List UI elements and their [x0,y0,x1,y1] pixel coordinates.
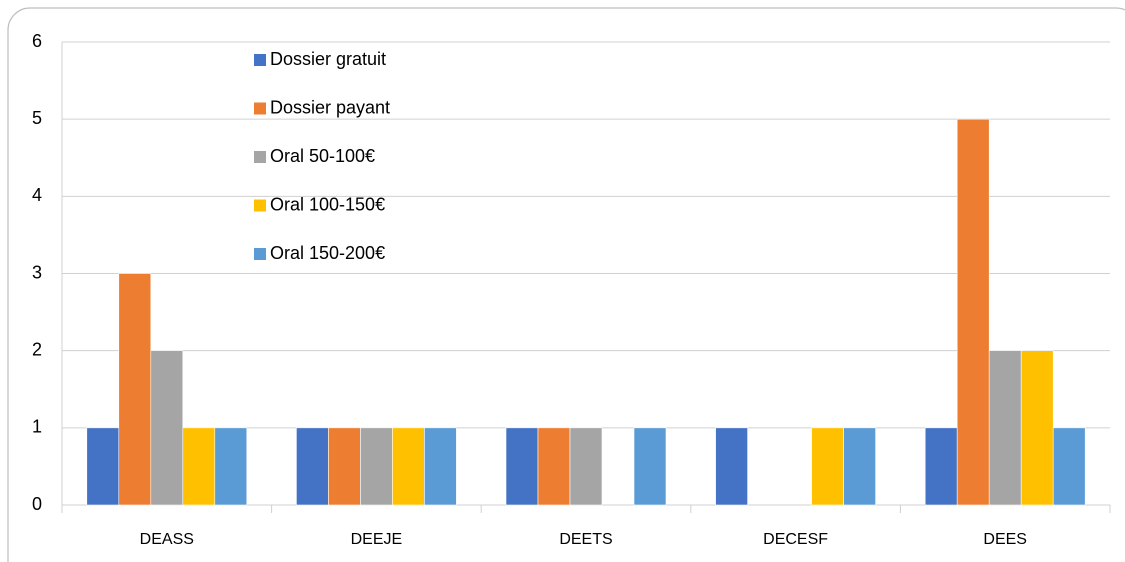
y-tick-label: 2 [32,339,42,359]
legend-swatch [254,248,266,260]
y-tick-label: 3 [32,262,42,282]
bar [1052,427,1086,506]
bar [150,350,184,506]
legend-swatch [254,102,266,115]
bar [988,350,1022,506]
bar [214,427,248,506]
bar [296,427,329,506]
bar [843,427,876,506]
legend-label: Oral 150-200€ [270,243,385,263]
bar [360,427,393,506]
chart-border [7,7,1125,562]
y-tick-label: 0 [32,494,42,514]
bar [1020,350,1054,506]
bar [715,427,748,506]
y-tick-label: 6 [32,31,42,51]
x-tick-label: DEETS [559,531,612,548]
y-tick-label: 1 [32,417,42,437]
bar [956,118,990,506]
legend-label: Oral 100-150€ [270,194,385,214]
bar [537,427,571,506]
x-tick-label: DEASS [140,531,194,548]
bar [811,427,844,506]
bar [86,427,120,506]
x-tick-label: DECESF [763,531,828,548]
legend-swatch [254,54,266,66]
bar [392,427,425,506]
legend-label: Oral 50-100€ [270,146,375,166]
bar [424,427,457,506]
x-tick-label: DEEJE [351,531,403,548]
bar [118,273,152,506]
legend-label: Dossier gratuit [270,49,386,69]
bar [924,427,958,506]
legend-label: Dossier payant [270,97,390,117]
bar [328,427,361,506]
x-tick-label: DEES [983,531,1027,548]
bar [182,427,216,506]
bar [505,427,539,506]
bar [569,427,603,506]
legend-swatch [254,199,266,212]
y-tick-label: 5 [32,108,42,128]
y-tick-label: 4 [32,185,42,205]
bar [633,427,667,506]
legend-swatch [254,151,266,163]
